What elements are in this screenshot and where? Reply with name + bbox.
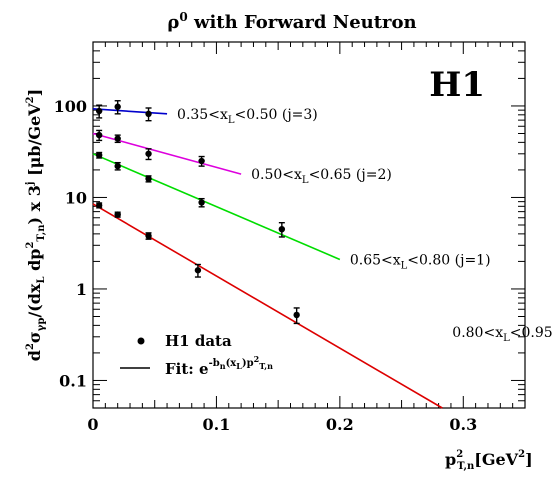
x-tick-label: 0.3 (449, 415, 477, 434)
legend-data-label: H1 data (165, 332, 232, 350)
series-label: 0.50<xL<0.65 (j=2) (251, 167, 392, 186)
y-label-unit-sq: 2 (25, 96, 36, 103)
y-label-x3: ) x 3 (25, 185, 44, 224)
series-labels: 0.35<xL<0.50 (j=3)0.50<xL<0.65 (j=2)0.65… (177, 107, 553, 344)
legend-fit-prefix: Fit: e (165, 360, 209, 378)
x-label-p: p (445, 450, 456, 469)
y-label-tn: T,n (36, 224, 47, 242)
data-point (145, 175, 152, 182)
legend-fit-exponent-tn: T,n (259, 361, 273, 371)
data-point (145, 150, 152, 157)
series-label-sub: L (401, 260, 408, 271)
x-axis-label-text: p2 T,n[GeV2] (445, 449, 533, 472)
x-label-sq: 2 (456, 449, 463, 460)
x-axis: 0 0.1 0.2 0.3 (87, 42, 514, 434)
y-tick-label: 10 (65, 188, 87, 207)
y-tick-label: 1 (76, 280, 87, 299)
series-label-sub: L (503, 333, 510, 344)
y-label-unit-close: ] (25, 89, 44, 97)
data-point (198, 199, 205, 206)
data-point (95, 131, 103, 139)
fit-line (92, 203, 443, 409)
series-label: 0.80<xL<0.95 (j=0) (452, 325, 553, 344)
experiment-label: H1 (429, 65, 485, 105)
series-label-low: 0.50<x (251, 167, 302, 183)
y-label-dxl: /(dx (25, 283, 44, 318)
x-axis-label: p2 T,n[GeV2] (445, 449, 533, 472)
y-axis-label: d2σγp/(dxL dp2T,n) x 3j [μb/GeV2] (25, 89, 47, 361)
y-axis-label-text: d2σγp/(dxL dp2T,n) x 3j [μb/GeV2] (25, 89, 47, 361)
series-label-high: <0.50 (j=3) (235, 107, 318, 123)
data-point (95, 151, 103, 159)
y-tick-label: 100 (54, 97, 87, 116)
legend-fit-exponent: -b (209, 358, 220, 369)
legend-fit-exponent-xl: (x (226, 358, 238, 369)
x-label-unit-close: ] (525, 450, 533, 469)
data-point (95, 107, 103, 115)
x-label-unit: [GeV (474, 450, 518, 469)
data-point (278, 225, 286, 233)
y-label-d: d (25, 350, 44, 361)
legend-fit-exponent-pt: )p (242, 358, 254, 369)
series-label-low: 0.80<x (452, 325, 503, 341)
title-rho: ρ (167, 12, 179, 33)
series-label-sub: L (302, 175, 309, 186)
legend-fit-exponent-n: n (220, 361, 226, 371)
series-label-low: 0.35<x (177, 107, 228, 123)
data-point (198, 157, 205, 165)
data-point (114, 103, 121, 110)
series-label-high: <0.65 (j=2) (309, 167, 392, 183)
series-label-sub: L (228, 115, 235, 126)
x-tick-label: 0.2 (326, 415, 354, 434)
series-label-high: <0.95 (j=0) (510, 325, 553, 341)
x-label-tn: T,n (457, 461, 475, 472)
fit-lines (92, 108, 443, 409)
x-tick-label: 0.1 (203, 415, 231, 434)
legend: H1 data Fit: e-bn(xL)p2T,n (120, 332, 273, 378)
data-point (293, 311, 300, 319)
legend-fit-exponent-sq: 2 (254, 354, 260, 364)
data-point (114, 211, 121, 218)
y-label-d2: 2 (25, 343, 36, 350)
y-label-gp: γp (36, 318, 47, 332)
data-point (145, 232, 152, 240)
legend-fit-label: Fit: e-bn(xL)p2T,n (165, 354, 273, 378)
legend-fit-exponent-l: L (236, 361, 242, 371)
y-label-j: j (25, 181, 36, 186)
y-label-p2: 2 (25, 242, 36, 249)
x-tick-label: 0 (87, 415, 98, 434)
data-point (95, 202, 103, 209)
y-tick-label: 0.1 (59, 371, 87, 390)
y-axis: 0.1 1 10 100 (54, 41, 525, 409)
data-point (145, 110, 152, 118)
y-label-unit: [μb/GeV (25, 103, 44, 182)
fit-line (92, 153, 341, 261)
legend-data-marker (137, 337, 145, 345)
title-rest: with Forward Neutron (188, 12, 417, 33)
data-point (114, 135, 121, 142)
series-label-low: 0.65<x (350, 252, 401, 268)
series-label-high: <0.80 (j=1) (407, 252, 490, 268)
data-point (194, 267, 202, 274)
fit-line (92, 108, 168, 115)
series-label: 0.35<xL<0.50 (j=3) (177, 107, 318, 126)
x-label-unit-sq: 2 (518, 449, 525, 460)
data-point (114, 162, 121, 170)
data-points (95, 100, 300, 325)
title-rho-superscript: 0 (179, 10, 187, 24)
y-label-sigma: σ (25, 331, 44, 343)
series-label: 0.65<xL<0.80 (j=1) (350, 252, 491, 271)
y-label-dp: dp (25, 249, 44, 277)
chart-title: ρ0 with Forward Neutron (167, 10, 416, 33)
y-label-l: L (36, 277, 47, 284)
